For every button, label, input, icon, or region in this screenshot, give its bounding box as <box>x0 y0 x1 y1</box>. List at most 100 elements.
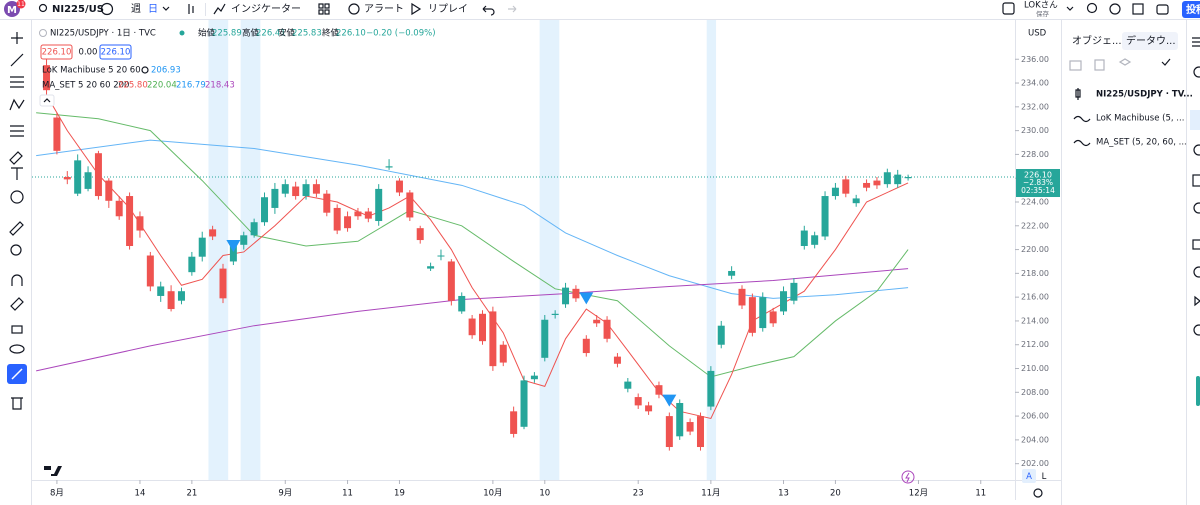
high-value: 226.41 <box>256 29 286 39</box>
candle-body <box>395 180 403 193</box>
indicators-button[interactable]: インジケーター <box>231 3 301 15</box>
copy-icon[interactable] <box>1094 59 1105 71</box>
layout-menu[interactable] <box>1066 6 1074 11</box>
candle-body <box>863 182 871 188</box>
strip-icon[interactable] <box>1193 144 1200 156</box>
lock-drawing-tool[interactable] <box>10 297 24 311</box>
text-tool[interactable] <box>11 167 23 180</box>
strip-icon[interactable] <box>1192 37 1200 47</box>
strip-icon[interactable] <box>1192 239 1200 250</box>
strip-icon[interactable] <box>1193 202 1200 214</box>
measure-tool[interactable] <box>9 221 24 236</box>
undo[interactable] <box>482 5 495 16</box>
bid-price: 226.10 <box>42 48 72 58</box>
layout-icon <box>324 9 330 15</box>
strip-icon[interactable] <box>1194 295 1200 307</box>
crosshair-tool[interactable] <box>11 32 23 44</box>
settings[interactable] <box>1109 3 1121 15</box>
indicator-name[interactable]: LoK Machibuse 5 20 60 <box>42 66 141 76</box>
layout-icon[interactable] <box>318 3 324 9</box>
y-tick-label: 214.00 <box>1021 316 1049 325</box>
candle-body <box>74 160 82 194</box>
data-window-tab[interactable]: データウ... <box>1126 34 1176 47</box>
trendline-tool[interactable] <box>10 53 24 67</box>
candle-body <box>696 416 704 448</box>
layout-name[interactable]: LOKさん <box>1024 1 1058 11</box>
visibility-tool[interactable] <box>9 344 25 354</box>
candle-body <box>375 188 383 222</box>
quick-search[interactable] <box>1086 2 1098 14</box>
pattern-tool[interactable] <box>9 98 25 111</box>
redo[interactable] <box>508 5 517 13</box>
indicator-value: 206.93 <box>151 66 181 76</box>
strip-icon[interactable] <box>1193 266 1200 278</box>
x-tick-label: 10 <box>539 489 550 499</box>
zoom-tool[interactable] <box>10 244 22 256</box>
candle-body <box>323 193 331 213</box>
tv-logo[interactable] <box>44 466 62 476</box>
object-item[interactable]: LoK Machibuse (5, ... <box>1096 114 1184 124</box>
folder-icon[interactable] <box>1069 60 1082 71</box>
avatar[interactable] <box>4 1 20 17</box>
candle-body <box>198 237 206 257</box>
select-icon[interactable] <box>1161 58 1171 66</box>
indicator-value: 216.79 <box>176 81 206 91</box>
projection-tool[interactable] <box>10 125 24 137</box>
interval-day[interactable]: 日 <box>148 4 158 15</box>
alert-button[interactable]: アラート <box>364 3 404 15</box>
objects-tab[interactable]: オブジェ... <box>1072 34 1122 47</box>
indicator-name[interactable]: MA_SET 5 20 60 200 <box>42 81 129 91</box>
emoji-tool[interactable] <box>10 190 24 204</box>
fullscreen[interactable] <box>1132 3 1144 15</box>
highlight-band <box>539 20 560 480</box>
lock-tool[interactable] <box>11 325 23 334</box>
x-tick-label: 13 <box>778 489 789 499</box>
highlight-band <box>706 20 717 480</box>
object-item[interactable]: NI225/USDJPY · TV... <box>1096 90 1193 100</box>
checkbox[interactable] <box>1002 2 1015 15</box>
chart-type[interactable] <box>188 4 194 14</box>
collapse-legend[interactable] <box>39 94 55 107</box>
x-tick-label: 11 <box>342 489 353 499</box>
axis-settings[interactable] <box>1033 488 1043 498</box>
candle-body <box>759 297 767 329</box>
candle-body <box>686 422 694 432</box>
y-tick-label: 232.00 <box>1021 102 1049 111</box>
lightning-glyph <box>905 472 910 483</box>
object-item[interactable]: MA_SET (5, 20, 60, ... <box>1096 138 1187 148</box>
candle-body <box>728 270 736 276</box>
delete-tool[interactable] <box>11 397 23 410</box>
layers-icon[interactable] <box>1118 58 1132 66</box>
add-symbol[interactable] <box>100 2 114 16</box>
snapshot[interactable] <box>1156 4 1169 15</box>
interval-menu[interactable] <box>162 6 170 11</box>
ask-box[interactable] <box>99 44 132 60</box>
strip-icon[interactable] <box>1193 324 1200 336</box>
magnet-tool[interactable] <box>11 274 23 286</box>
close-value: 226.10 <box>336 29 366 39</box>
candle-body <box>551 313 559 315</box>
symbol-search[interactable]: NI225/US <box>52 4 104 15</box>
publish-button[interactable]: 投稿 <box>1186 3 1200 16</box>
replay-icon <box>411 2 422 16</box>
candle-body <box>209 229 217 237</box>
lightning-icon[interactable] <box>901 470 915 484</box>
strip-icon[interactable] <box>1193 66 1200 78</box>
strip-icon[interactable] <box>1192 174 1200 187</box>
auto-scale[interactable]: A <box>1026 472 1032 482</box>
search-icon[interactable] <box>38 3 48 13</box>
candle-body <box>811 235 819 245</box>
fib-tool[interactable] <box>10 76 24 88</box>
strip-active[interactable] <box>1190 110 1200 130</box>
y-tick-label: 236.00 <box>1021 55 1049 64</box>
candle-body <box>655 385 663 395</box>
candle-body <box>821 196 829 237</box>
brush-tool[interactable] <box>9 151 23 165</box>
x-tick-label: 8月 <box>50 489 64 499</box>
signal-marker <box>662 394 677 407</box>
bid-box[interactable] <box>40 44 73 60</box>
interval-week[interactable]: 週 <box>131 3 141 15</box>
replay-button[interactable]: リプレイ <box>428 3 468 15</box>
log-scale[interactable]: L <box>1042 472 1047 482</box>
